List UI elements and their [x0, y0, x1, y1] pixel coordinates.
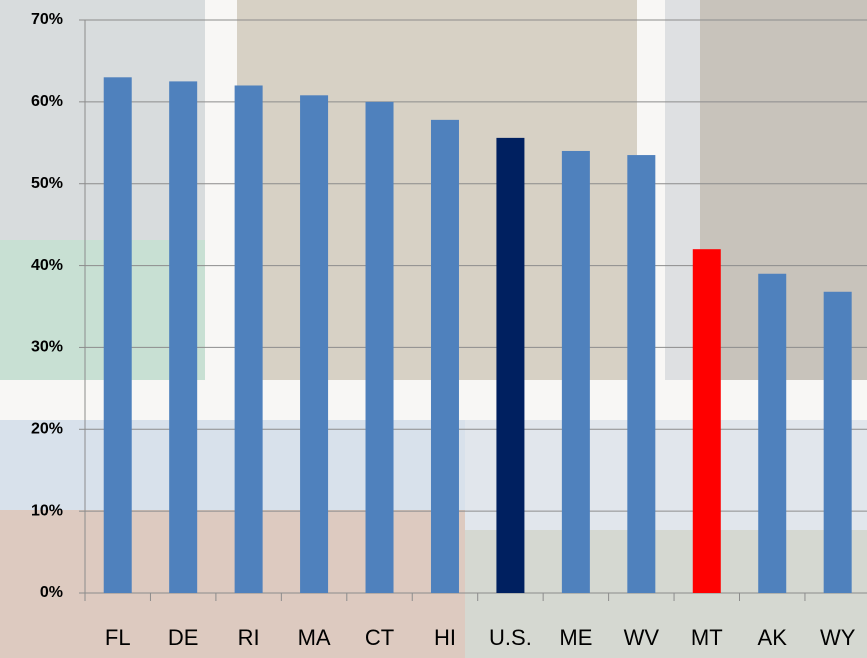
x-tick-label: WY	[820, 625, 856, 650]
x-tick-label: HI	[434, 625, 456, 650]
y-tick-label: 10%	[31, 502, 63, 519]
x-tick-label: AK	[758, 625, 788, 650]
x-tick-label: MT	[691, 625, 723, 650]
y-tick-label: 50%	[31, 175, 63, 192]
y-tick-label: 60%	[31, 93, 63, 110]
bar	[365, 101, 394, 593]
y-tick-label: 70%	[31, 11, 63, 28]
y-tick-label: 20%	[31, 421, 63, 438]
x-tick-label: RI	[238, 625, 260, 650]
bar	[758, 273, 787, 593]
x-tick-label: U.S.	[489, 625, 532, 650]
bar	[169, 81, 198, 594]
x-tick-label: CT	[365, 625, 394, 650]
y-tick-label: 30%	[31, 339, 63, 356]
x-tick-label: MA	[298, 625, 331, 650]
x-tick-label: FL	[105, 625, 131, 650]
bar	[103, 77, 132, 594]
bar	[300, 95, 329, 594]
x-tick-label: ME	[559, 625, 592, 650]
bar	[234, 85, 263, 593]
bar	[823, 291, 852, 593]
bar	[430, 119, 459, 593]
bar	[496, 137, 525, 594]
y-tick-label: 0%	[40, 584, 63, 601]
bar	[561, 150, 590, 593]
x-tick-label: DE	[168, 625, 199, 650]
y-tick-label: 40%	[31, 257, 63, 274]
x-tick-label: WV	[624, 625, 660, 650]
bar	[692, 249, 721, 593]
bar	[627, 155, 656, 594]
